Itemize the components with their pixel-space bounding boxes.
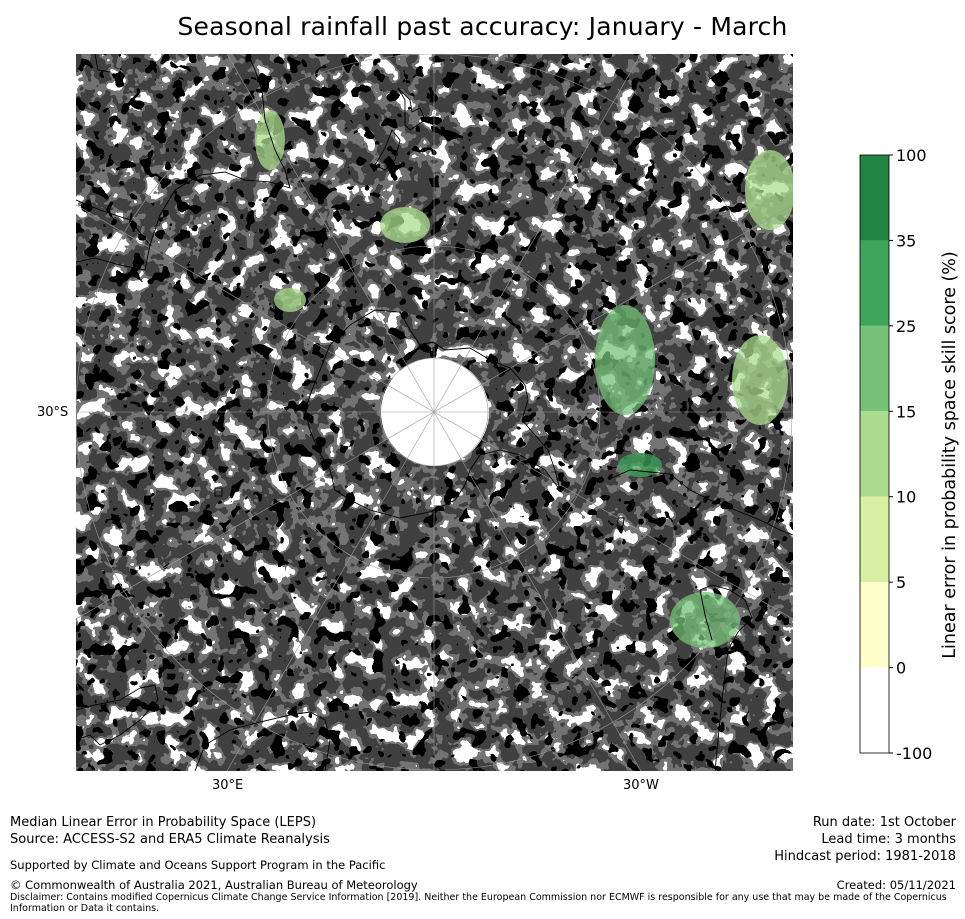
skill-field-high <box>255 110 793 648</box>
colorbar: 100 35 25 15 10 5 0 -100 <box>859 146 932 763</box>
graticule <box>76 54 793 771</box>
colorbar-label: Linear error in probability space skill … <box>940 251 960 659</box>
africa-coast <box>76 684 159 746</box>
coastlines <box>76 54 793 771</box>
map-title: Seasonal rainfall past accuracy: January… <box>177 12 788 41</box>
south-america-coast <box>611 469 793 536</box>
south-america-inlet <box>699 589 713 641</box>
colorbar-tick-label: 100 <box>896 146 927 165</box>
madagascar-coast <box>194 711 331 771</box>
footer-copyright: © Commonwealth of Australia 2021, Austra… <box>10 878 418 892</box>
colorbar-tick-label: 0 <box>896 659 906 678</box>
colorbar-tick-label: 5 <box>896 573 906 592</box>
lead-time: Lead time: 3 months <box>821 832 956 847</box>
created-date: Created: 05/11/2021 <box>836 878 956 892</box>
colorbar-segment <box>860 411 889 497</box>
australia-coast <box>76 199 151 271</box>
antarctica-coast <box>304 309 561 519</box>
colorbar-segment <box>860 667 889 753</box>
colorbar-tick-label: 25 <box>896 317 916 336</box>
australia-south-coast <box>149 54 291 246</box>
colorbar-segment <box>860 240 889 326</box>
island-coast <box>214 487 223 497</box>
colorbar-segment <box>860 582 889 668</box>
run-date: Run date: 1st October <box>812 815 956 830</box>
colorbar-segment <box>860 496 889 583</box>
colorbar-tick-label: -100 <box>896 744 932 763</box>
hindcast-period: Hindcast period: 1981-2018 <box>774 849 956 864</box>
new-zealand-north-coast <box>397 87 426 131</box>
island-coast <box>616 517 625 527</box>
footer-support: Supported by Climate and Oceans Support … <box>10 858 386 872</box>
new-zealand-south-coast <box>374 129 401 171</box>
colorbar-tick-label: 10 <box>896 488 916 507</box>
lon-label-30e: 30°E <box>212 778 244 793</box>
footer-source: Source: ACCESS-S2 and ERA5 Climate Reana… <box>10 832 330 847</box>
lat-label-30s: 30°S <box>37 405 69 420</box>
south-america-east-coast <box>699 584 753 771</box>
lon-label-30w: 30°W <box>623 778 659 793</box>
footer-leps: Median Linear Error in Probability Space… <box>10 815 317 830</box>
colorbar-segment <box>860 325 889 412</box>
colorbar-tick-label: 35 <box>896 231 916 250</box>
colorbar-segment <box>860 155 889 241</box>
colorbar-frame <box>859 154 890 754</box>
island-coast <box>94 54 111 73</box>
colorbar-tick-label: 15 <box>896 402 916 421</box>
footer-disclaimer: Disclaimer: Contains modified Copernicus… <box>10 892 947 914</box>
map-area <box>76 54 793 771</box>
